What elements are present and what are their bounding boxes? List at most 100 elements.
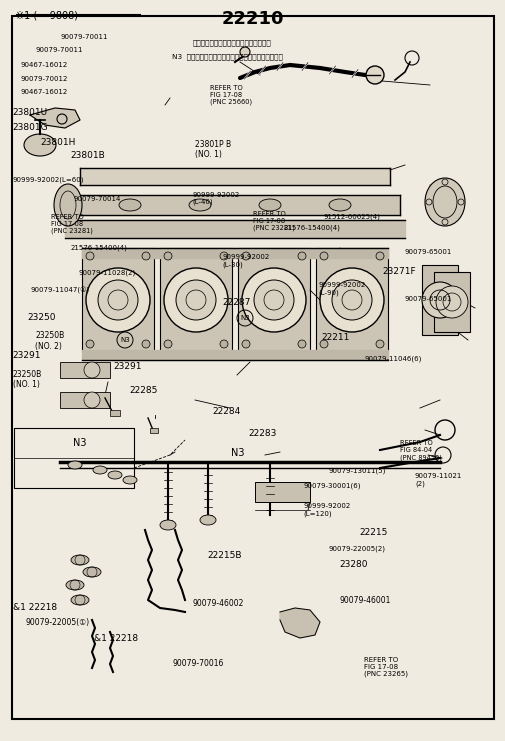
Text: 23801G: 23801G xyxy=(13,123,48,132)
Circle shape xyxy=(319,252,327,260)
Text: 90079-11021
(2): 90079-11021 (2) xyxy=(414,473,462,487)
Circle shape xyxy=(421,282,457,318)
Text: 22285: 22285 xyxy=(129,386,158,395)
Circle shape xyxy=(164,268,228,332)
Circle shape xyxy=(164,340,172,348)
Ellipse shape xyxy=(24,134,56,156)
Text: REFER TO
FIG 17-08
(PNC 25660): REFER TO FIG 17-08 (PNC 25660) xyxy=(210,84,251,105)
Circle shape xyxy=(142,340,149,348)
Text: 90079-11028(2): 90079-11028(2) xyxy=(78,270,135,276)
Circle shape xyxy=(142,252,149,260)
Ellipse shape xyxy=(71,555,89,565)
Text: 90079-70011: 90079-70011 xyxy=(35,47,83,53)
Circle shape xyxy=(297,340,306,348)
Circle shape xyxy=(319,340,327,348)
Text: 90079-30001(6): 90079-30001(6) xyxy=(303,482,361,488)
Circle shape xyxy=(375,340,383,348)
Polygon shape xyxy=(80,168,389,185)
Bar xyxy=(60,362,110,378)
Circle shape xyxy=(241,268,306,332)
Circle shape xyxy=(84,392,100,408)
Circle shape xyxy=(435,286,467,318)
Text: N3: N3 xyxy=(240,315,249,321)
Polygon shape xyxy=(70,195,399,215)
Text: 90079-22005(2): 90079-22005(2) xyxy=(328,545,385,551)
Ellipse shape xyxy=(54,184,82,226)
Polygon shape xyxy=(279,608,319,638)
Text: 23280: 23280 xyxy=(338,560,367,569)
Text: 90999-92002
(L-40): 90999-92002 (L-40) xyxy=(192,192,239,205)
Text: REFER TO
FIG 84-04
(PNC 89452): REFER TO FIG 84-04 (PNC 89452) xyxy=(399,440,441,461)
Text: 22211: 22211 xyxy=(321,333,349,342)
Bar xyxy=(149,428,158,433)
Text: 22210: 22210 xyxy=(221,10,284,28)
Text: 23291: 23291 xyxy=(13,351,41,360)
Ellipse shape xyxy=(66,580,84,590)
Text: 困難なため、単品では補給していません: 困難なため、単品では補給していません xyxy=(192,40,271,46)
Text: 90467-16012: 90467-16012 xyxy=(20,89,67,95)
Text: 23801P B
(NO. 1): 23801P B (NO. 1) xyxy=(194,140,230,159)
Ellipse shape xyxy=(71,595,89,605)
Circle shape xyxy=(319,268,383,332)
Circle shape xyxy=(98,280,138,320)
Text: 21576-15400(4): 21576-15400(4) xyxy=(71,245,127,250)
Ellipse shape xyxy=(424,178,464,226)
Ellipse shape xyxy=(259,199,280,211)
Bar xyxy=(60,392,110,408)
Text: 23291: 23291 xyxy=(114,362,142,370)
Text: REFER TO
FIG 17-08
(PNC 23281): REFER TO FIG 17-08 (PNC 23281) xyxy=(50,213,92,234)
Text: 90079-70012: 90079-70012 xyxy=(20,76,68,82)
Circle shape xyxy=(241,340,249,348)
Text: 22284: 22284 xyxy=(212,407,240,416)
Text: 22215B: 22215B xyxy=(207,551,241,560)
Text: 90079-46001: 90079-46001 xyxy=(338,596,390,605)
Ellipse shape xyxy=(189,199,211,211)
Ellipse shape xyxy=(160,520,176,530)
Text: 21576-15400(4): 21576-15400(4) xyxy=(283,225,339,231)
Text: ※1 (    9808): ※1 ( 9808) xyxy=(16,10,78,20)
Text: 90079-70014: 90079-70014 xyxy=(73,196,121,202)
Text: &1 22218: &1 22218 xyxy=(93,634,137,643)
Text: 90079-65001: 90079-65001 xyxy=(404,296,451,302)
Ellipse shape xyxy=(83,567,101,577)
Ellipse shape xyxy=(119,199,141,211)
Polygon shape xyxy=(82,248,387,258)
Circle shape xyxy=(86,340,94,348)
Ellipse shape xyxy=(199,515,216,525)
Text: 23250B
(NO. 2): 23250B (NO. 2) xyxy=(35,331,65,350)
Circle shape xyxy=(297,252,306,260)
Text: N3: N3 xyxy=(120,337,130,343)
Text: 90079-65001: 90079-65001 xyxy=(404,249,451,255)
Bar xyxy=(110,410,120,416)
Circle shape xyxy=(220,340,228,348)
Text: 90079-70016: 90079-70016 xyxy=(172,659,223,668)
Text: 90999-92002
(L=120): 90999-92002 (L=120) xyxy=(303,503,350,516)
Text: REFER TO
FIG 17-08
(PNC 23281): REFER TO FIG 17-08 (PNC 23281) xyxy=(252,210,294,231)
Ellipse shape xyxy=(68,461,82,469)
Text: 23250: 23250 xyxy=(28,313,56,322)
Text: 23801H: 23801H xyxy=(40,138,76,147)
Text: 90079-46002: 90079-46002 xyxy=(192,599,243,608)
Bar xyxy=(237,248,310,352)
Text: 23801B: 23801B xyxy=(71,151,106,160)
Text: N3  この部品は、分解・組付け後の性能・品質確保が: N3 この部品は、分解・組付け後の性能・品質確保が xyxy=(172,53,282,59)
Bar xyxy=(82,248,154,352)
Text: 90079-11046(6): 90079-11046(6) xyxy=(364,356,421,362)
Circle shape xyxy=(86,252,94,260)
Text: 90079-11047(①): 90079-11047(①) xyxy=(30,287,89,294)
Circle shape xyxy=(239,47,249,57)
Text: 22287: 22287 xyxy=(222,298,250,307)
Text: 22283: 22283 xyxy=(247,429,276,438)
Text: 23250B
(NO. 1): 23250B (NO. 1) xyxy=(13,370,42,389)
Text: 23801U: 23801U xyxy=(13,108,47,117)
Polygon shape xyxy=(30,108,80,128)
Text: 90999-92002
(L-90): 90999-92002 (L-90) xyxy=(318,282,365,296)
Text: N3: N3 xyxy=(230,448,244,459)
Text: 23271F: 23271F xyxy=(381,268,415,276)
Bar xyxy=(255,482,310,502)
Polygon shape xyxy=(65,220,404,238)
Text: REFER TO
FIG 17-08
(PNC 23265): REFER TO FIG 17-08 (PNC 23265) xyxy=(364,657,408,677)
Text: &1 22218: &1 22218 xyxy=(13,603,57,612)
Polygon shape xyxy=(82,350,387,360)
Ellipse shape xyxy=(123,476,137,484)
